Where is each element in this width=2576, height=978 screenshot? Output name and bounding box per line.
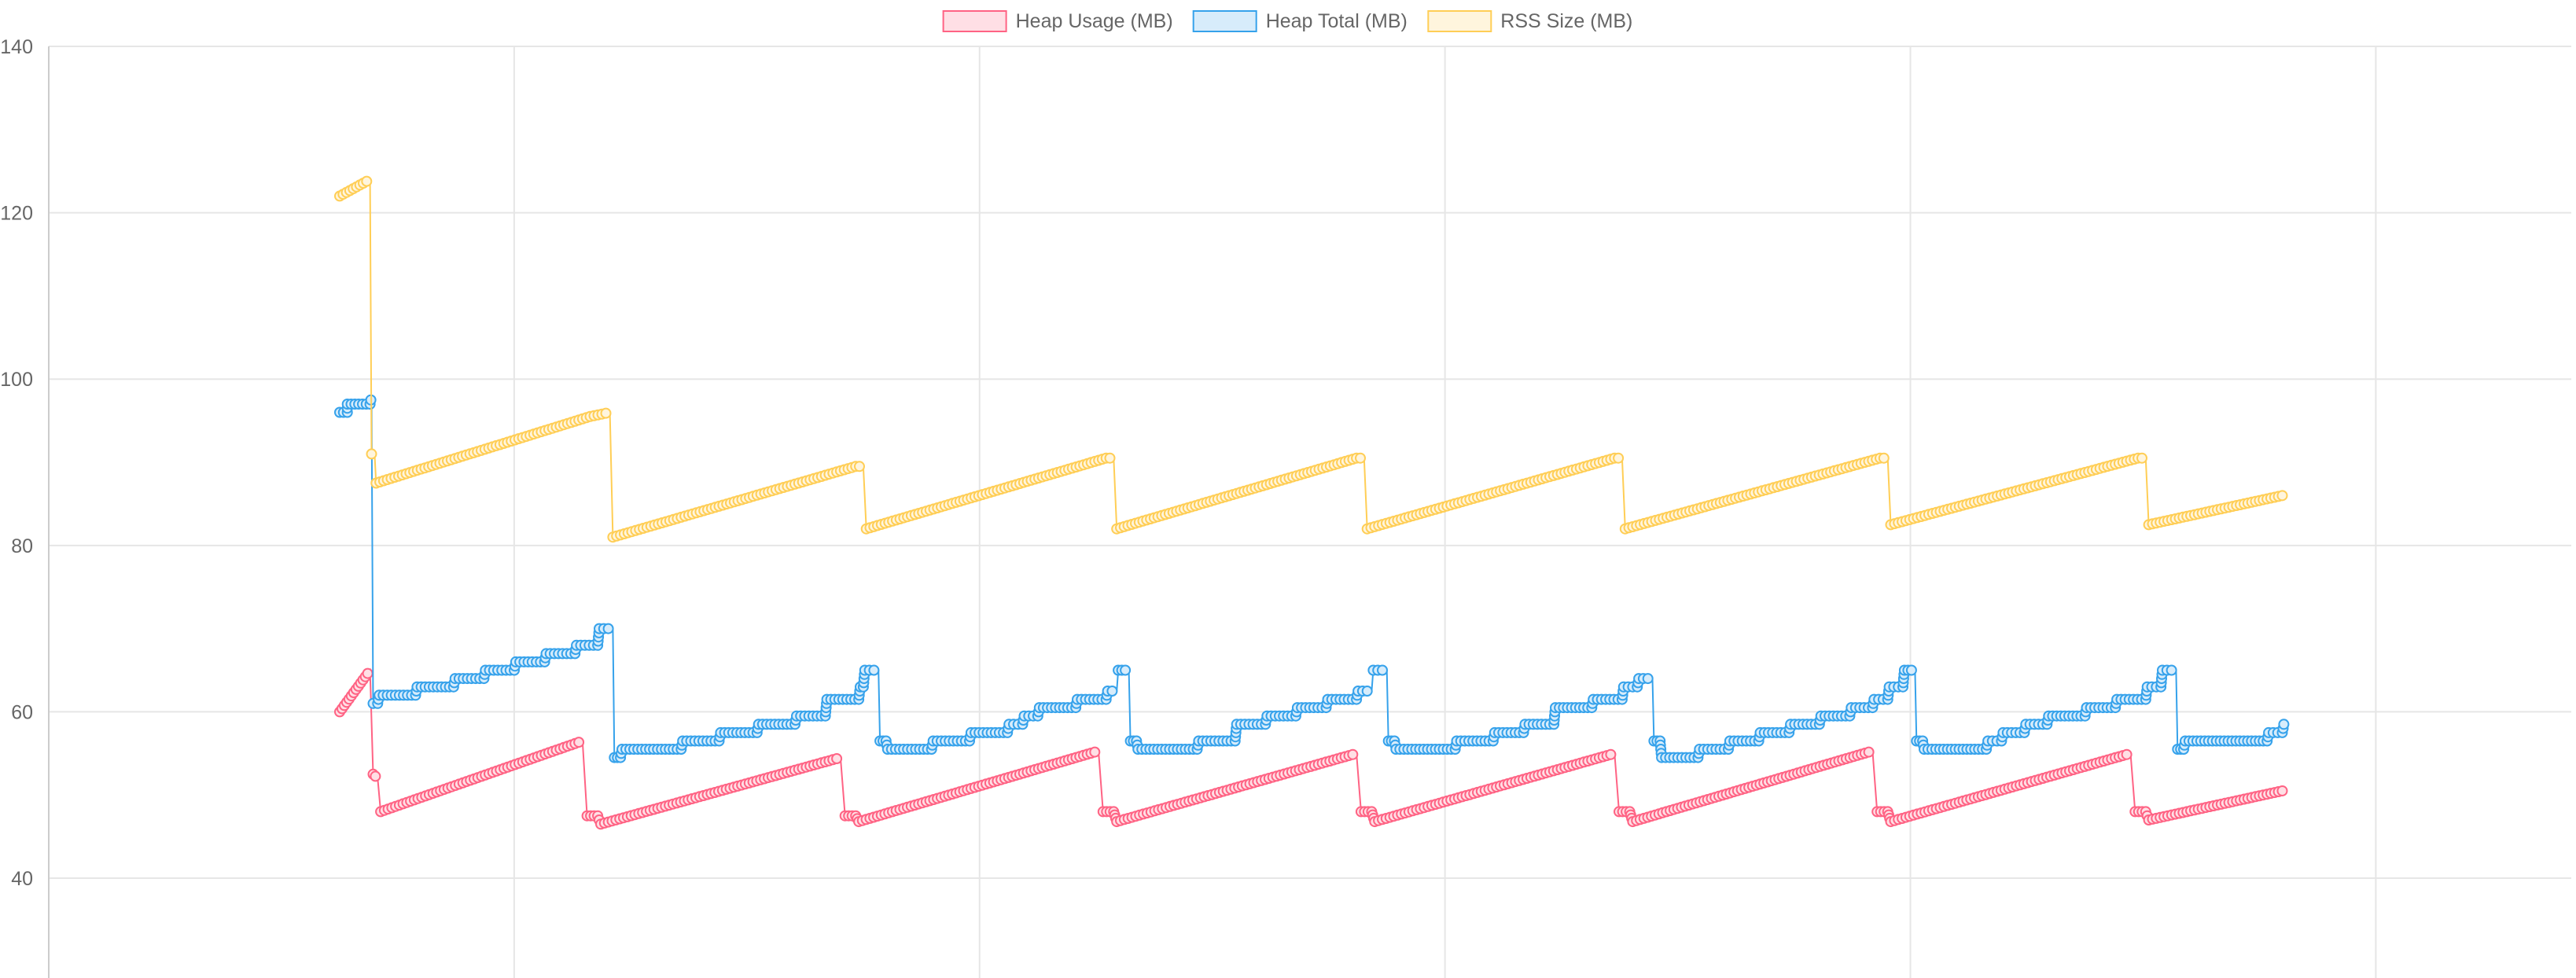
point-0-274 [1347,748,1359,760]
point-2-508 [2276,490,2288,502]
legend-label-2: RSS Size (MB) [1500,10,1632,32]
y-tick-label-80: 80 [11,535,33,557]
point-0-482 [2121,748,2133,760]
point-2-203 [1104,452,1116,464]
series-1 [334,394,2290,763]
legend-swatch-0 [942,10,1007,32]
point-1-242 [1120,664,1132,676]
point-1-598 [2278,719,2290,730]
point-1-484 [1905,664,1917,676]
point-2-405 [1878,452,1890,464]
series-markers-0 [334,667,2288,830]
point-0-413 [1863,746,1875,758]
point-1-84 [602,623,614,634]
point-1-168 [868,664,880,676]
legend-label-1: Heap Total (MB) [1266,10,1408,32]
grid [48,46,2571,978]
point-2-137 [854,461,865,472]
legend-item-1[interactable]: Heap Total (MB) [1192,10,1408,32]
legend-item-0[interactable]: Heap Usage (MB) [942,10,1173,32]
series-markers-2 [334,175,2288,543]
point-2-8 [361,175,373,187]
point-1-315 [1361,686,1373,697]
point-0-205 [1089,746,1101,758]
y-tick-label-100: 100 [0,369,33,391]
legend-swatch-1 [1192,10,1257,32]
point-1-239 [1106,686,1118,697]
point-2-472 [2136,452,2147,464]
point-0-68 [573,737,585,748]
point-0-136 [831,753,843,764]
legend-label-0: Heap Usage (MB) [1016,10,1173,32]
point-1-318 [1377,664,1388,676]
legend-swatch-2 [1427,10,1492,32]
y-tick-label-60: 60 [11,701,33,723]
point-1-565 [2166,664,2177,676]
point-0-523 [2276,785,2288,796]
y-tick-label-120: 120 [0,203,33,225]
series-markers-1 [334,394,2290,763]
point-2-9 [366,448,377,460]
series-lines [334,175,2290,830]
y-axis: 40 60 80 100 120 140 [0,36,33,890]
point-2-269 [1355,452,1366,464]
point-2-336 [1613,452,1625,464]
series-0 [334,667,2288,830]
point-0-12 [362,667,374,679]
point-1-399 [1642,673,1654,685]
legend: Heap Usage (MB) Heap Total (MB) RSS Size (… [942,10,1632,32]
y-tick-label-140: 140 [0,36,33,58]
series-2 [334,175,2288,543]
series-line-2 [339,178,2283,539]
point-0-14 [370,770,381,782]
legend-item-2[interactable]: RSS Size (MB) [1427,10,1632,32]
point-0-343 [1605,748,1617,760]
point-2-71 [600,407,612,419]
y-tick-label-40: 40 [11,868,33,890]
